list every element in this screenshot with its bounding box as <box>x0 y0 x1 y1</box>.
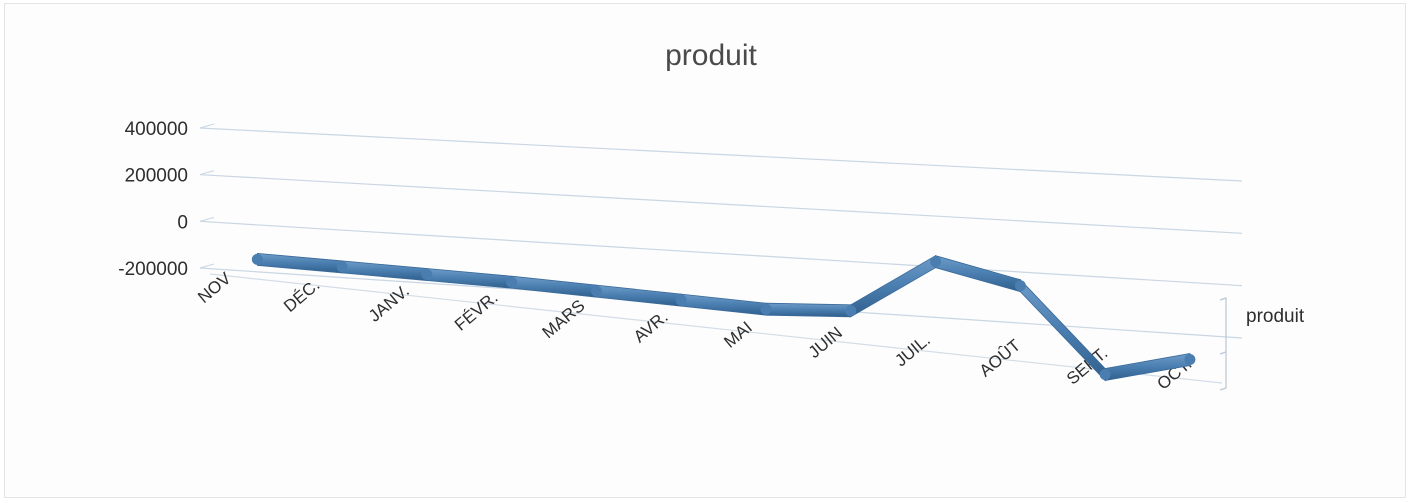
x-axis-category-labels: NOV DÉC. JANV. FÉVR. MARS AVR. MAI JUIN JUIL. AOÛ… <box>194 268 1195 393</box>
series-segment <box>256 252 343 274</box>
floor-edge <box>209 273 1223 384</box>
series-point <box>1184 353 1196 365</box>
series-depth-label: produit <box>1246 306 1305 327</box>
series-point <box>845 305 857 317</box>
x-category-label: FÉVR. <box>451 288 502 335</box>
gridline <box>199 220 1243 287</box>
x-category-label: AOÛT <box>976 336 1024 381</box>
series-segment <box>426 268 513 289</box>
series-segment <box>341 260 428 281</box>
series-point <box>1014 280 1026 292</box>
series-segment <box>596 284 682 307</box>
y-tick-label: 200000 <box>125 166 188 187</box>
x-category-label: JUIN <box>805 323 846 362</box>
gridlines <box>199 123 1243 384</box>
gridline-side <box>199 123 215 129</box>
y-tick-label: 400000 <box>125 119 188 140</box>
x-category-label: NOV <box>194 268 235 307</box>
chart-area <box>4 3 1406 498</box>
gridline-side <box>199 216 215 222</box>
series-segment <box>511 275 597 298</box>
x-category-label: JANV. <box>365 281 413 326</box>
series-point <box>336 261 348 273</box>
x-category-label: DÉC. <box>280 275 323 316</box>
y-tick-label: -200000 <box>118 259 188 280</box>
gridline <box>199 127 1243 182</box>
gridline-side <box>199 170 215 176</box>
x-category-label: MARS <box>539 296 589 342</box>
gridline <box>199 174 1243 234</box>
series-segment <box>850 254 936 318</box>
series-segment <box>935 255 1021 293</box>
series-point <box>590 285 602 297</box>
y-axis-tick-labels: 400000 200000 0 -200000 <box>118 119 188 280</box>
series-point <box>930 256 942 268</box>
x-category-label: JUIL. <box>891 330 934 370</box>
x-category-label: MAI <box>720 318 755 352</box>
depth-axis-line <box>1219 297 1227 391</box>
depth-axis: produit <box>1219 297 1305 391</box>
x-category-label: AVR. <box>630 307 672 346</box>
series-segment <box>765 302 852 318</box>
series-point <box>506 276 518 288</box>
series-ribbon <box>251 252 1196 382</box>
series-segment <box>680 293 767 316</box>
series-point <box>675 294 687 306</box>
y-tick-label: 0 <box>177 212 188 233</box>
series-point <box>251 253 263 265</box>
series-point <box>421 269 433 281</box>
series-point <box>760 303 772 315</box>
gridline-side <box>199 263 215 269</box>
series-point <box>1099 369 1111 381</box>
chart-title: produit <box>665 39 757 72</box>
